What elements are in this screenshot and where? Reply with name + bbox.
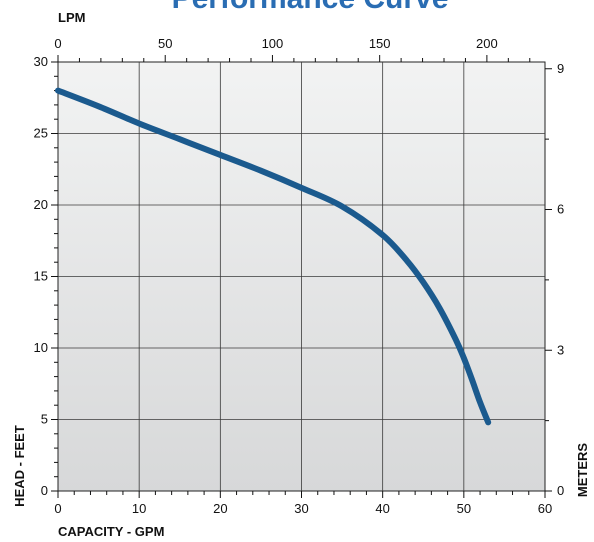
x2-tick-label: 0 (54, 36, 61, 51)
x-tick-label: 10 (132, 501, 146, 516)
x2-tick-label: 100 (262, 36, 284, 51)
y2-axis-label: METERS (575, 443, 590, 498)
y2-tick-label: 9 (557, 61, 564, 76)
grid-lines (58, 62, 545, 491)
y-tick-label: 15 (34, 269, 48, 284)
x-tick-label: 50 (457, 501, 471, 516)
y-tick-label: 0 (41, 483, 48, 498)
x2-axis-label: LPM (58, 10, 85, 25)
y-tick-label: 5 (41, 412, 48, 427)
x2-tick-label: 50 (158, 36, 172, 51)
x-tick-label: 60 (538, 501, 552, 516)
axis-ticks (51, 55, 552, 498)
y2-tick-label: 3 (557, 342, 564, 357)
y-tick-label: 30 (34, 54, 48, 69)
y-axis-label: HEAD - FEET (12, 425, 27, 507)
x2-tick-label: 200 (476, 36, 498, 51)
tick-labels: 0 10 20 30 40 50 60 0 5 10 15 20 25 30 0 50 100 150 200 0 3 6… (34, 36, 565, 516)
x-tick-label: 20 (213, 501, 227, 516)
x-tick-label: 40 (375, 501, 389, 516)
x-tick-label: 30 (294, 501, 308, 516)
y-tick-label: 25 (34, 126, 48, 141)
performance-curve-line (55, 87, 492, 426)
x-tick-label: 0 (54, 501, 61, 516)
series-layer (55, 87, 492, 426)
y-tick-label: 10 (34, 340, 48, 355)
x2-tick-label: 150 (369, 36, 391, 51)
chart-title: Performance Curve (172, 0, 449, 15)
y2-tick-label: 6 (557, 202, 564, 217)
x-axis-label: CAPACITY - GPM (58, 524, 164, 539)
y-tick-label: 20 (34, 197, 48, 212)
y2-tick-label: 0 (557, 483, 564, 498)
